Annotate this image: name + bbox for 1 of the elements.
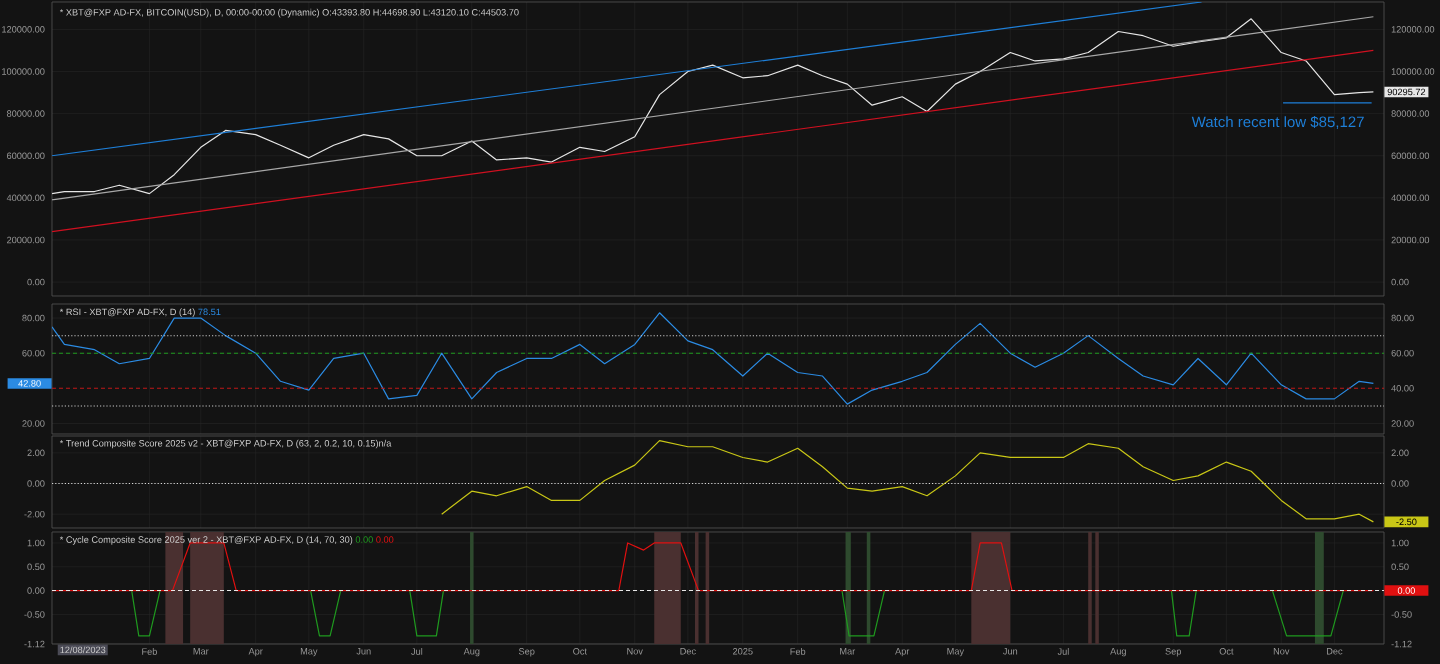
line-series — [52, 312, 1374, 405]
